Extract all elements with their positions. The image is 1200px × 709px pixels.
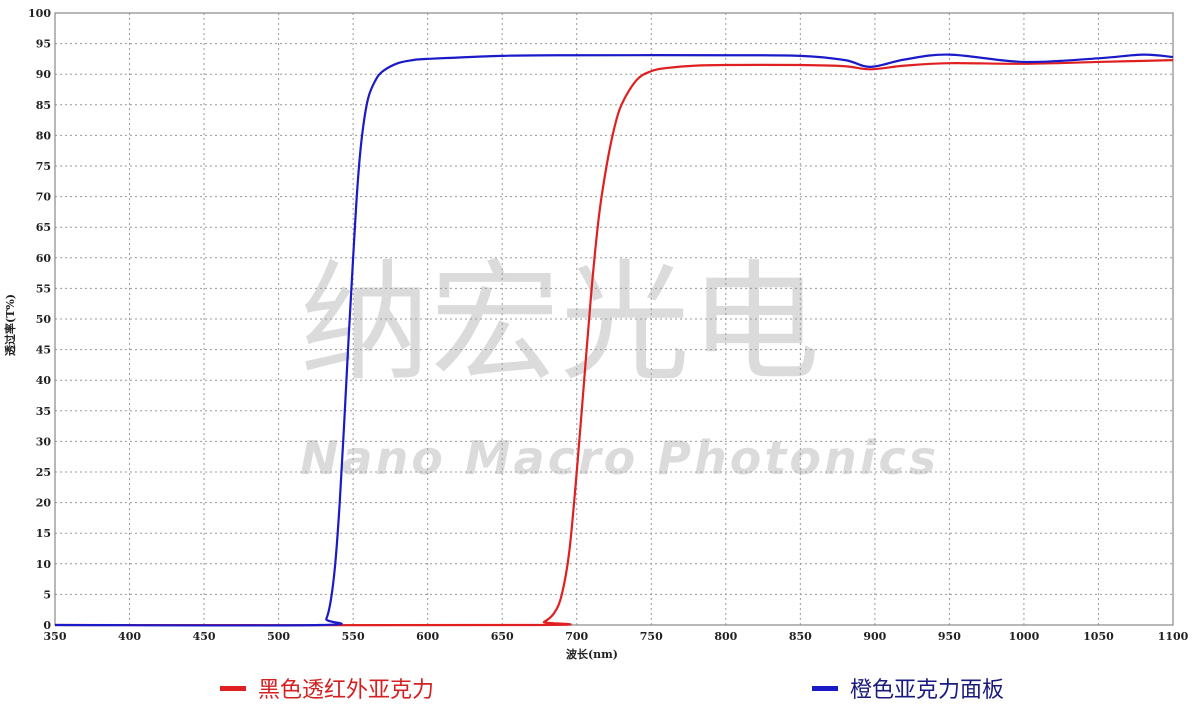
y-tick-label: 70 [36,191,52,204]
x-tick-label: 450 [193,630,216,643]
x-tick-label: 800 [714,630,737,643]
y-tick-label: 5 [43,588,51,601]
x-tick-label: 600 [416,630,439,643]
y-tick-label: 60 [36,252,52,265]
x-tick-label: 1100 [1158,630,1189,643]
x-tick-label: 500 [267,630,290,643]
x-tick-label: 400 [118,630,141,643]
legend-label: 黑色透红外亚克力 [258,678,435,703]
x-tick-label: 900 [863,630,886,643]
y-tick-label: 90 [36,68,52,81]
y-tick-label: 95 [36,38,51,51]
legend-item-red: 黑色透红外亚克力 [220,672,434,704]
legend-swatch-blue [812,685,838,691]
y-tick-label: 0 [43,619,51,632]
y-tick-label: 85 [36,99,51,112]
series-line-0 [54,59,1174,627]
x-tick-label: 750 [640,630,663,643]
x-tick-label: 1050 [1083,630,1114,643]
y-tick-label: 35 [36,405,51,418]
plot-frame [54,12,1174,626]
y-tick-label: 40 [36,374,52,387]
x-axis-label: 波长(nm) [566,647,618,661]
y-tick-label: 30 [36,435,52,448]
legend-swatch-red [220,685,246,691]
x-tick-label: 700 [565,630,588,643]
y-tick-label: 20 [36,497,52,510]
x-tick-label: 850 [789,630,812,643]
grid [55,13,1173,625]
y-tick-label: 100 [28,7,51,20]
y-tick-label: 25 [36,466,51,479]
y-tick-label: 10 [36,558,52,571]
legend-item-blue: 橙色亚克力面板 [812,672,1004,704]
y-tick-label: 45 [36,344,51,357]
legend-label: 橙色亚克力面板 [850,678,1005,703]
y-tick-label: 55 [36,282,51,295]
y-tick-label: 15 [36,527,51,540]
y-tick-label: 75 [36,160,51,173]
series-line-1 [54,53,1174,627]
watermark-cn: 纳宏光电 [300,247,820,399]
y-tick-label: 65 [36,221,51,234]
watermark-en: Nano Macro Photonics [300,431,939,485]
x-tick-label: 550 [342,630,365,643]
x-tick-label: 650 [491,630,514,643]
x-tick-label: 350 [44,630,67,643]
x-tick-label: 950 [938,630,961,643]
y-axis-label: 透过率(T%) [3,294,17,356]
x-tick-label: 1000 [1009,630,1040,643]
y-tick-label: 80 [36,129,52,142]
y-tick-label: 50 [36,313,52,326]
